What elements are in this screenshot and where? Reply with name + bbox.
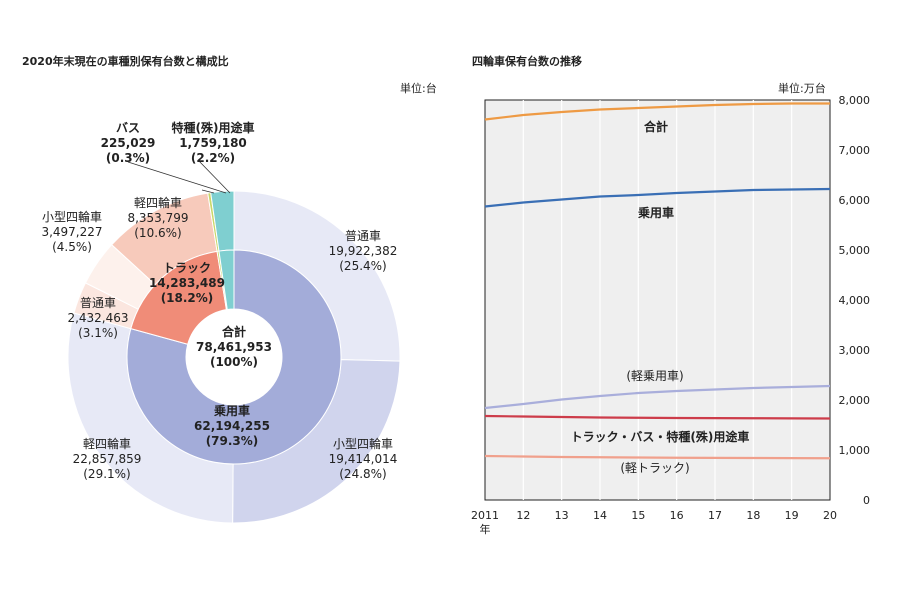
- leader-line: [197, 159, 231, 194]
- center-total-label: 合計 78,461,953 (100%): [196, 325, 272, 369]
- outer-label-futsu-passenger: 普通車 19,922,382 (25.4%): [328, 229, 398, 273]
- inner-label-passenger: 乗用車 62,194,255 (79.3%): [194, 404, 270, 448]
- donut-unit-label: 単位:台: [400, 82, 437, 95]
- inner-label-bus: バス 225,029 (0.3%): [100, 121, 156, 165]
- outer-label-kei-truck: 軽四輪車 8,353,799 (10.6%): [127, 196, 189, 240]
- leader-line: [127, 161, 227, 194]
- donut-center-hole: [186, 309, 282, 405]
- outer-label-kogata-passenger: 小型四輪車 19,414,014 (24.8%): [328, 437, 398, 481]
- leader-line: [201, 189, 215, 194]
- line-chart-title: 四輪車保有台数の推移: [472, 55, 582, 68]
- line-unit-label: 単位:万台: [778, 82, 826, 95]
- outer-label-kei-passenger: 軽四輪車 22,857,859 (29.1%): [72, 437, 142, 481]
- inner-label-truck: トラック 14,283,489 (18.2%): [149, 261, 225, 305]
- donut-chart-title: 2020年末現在の車種別保有台数と構成比: [22, 55, 229, 68]
- outer-label-futsu-truck: 普通車 2,432,463 (3.1%): [67, 296, 129, 340]
- inner-label-special: 特種(殊)用途車 1,759,180 (2.2%): [171, 121, 255, 165]
- outer-label-kogata-truck: 小型四輪車 3,497,227 (4.5%): [41, 210, 103, 254]
